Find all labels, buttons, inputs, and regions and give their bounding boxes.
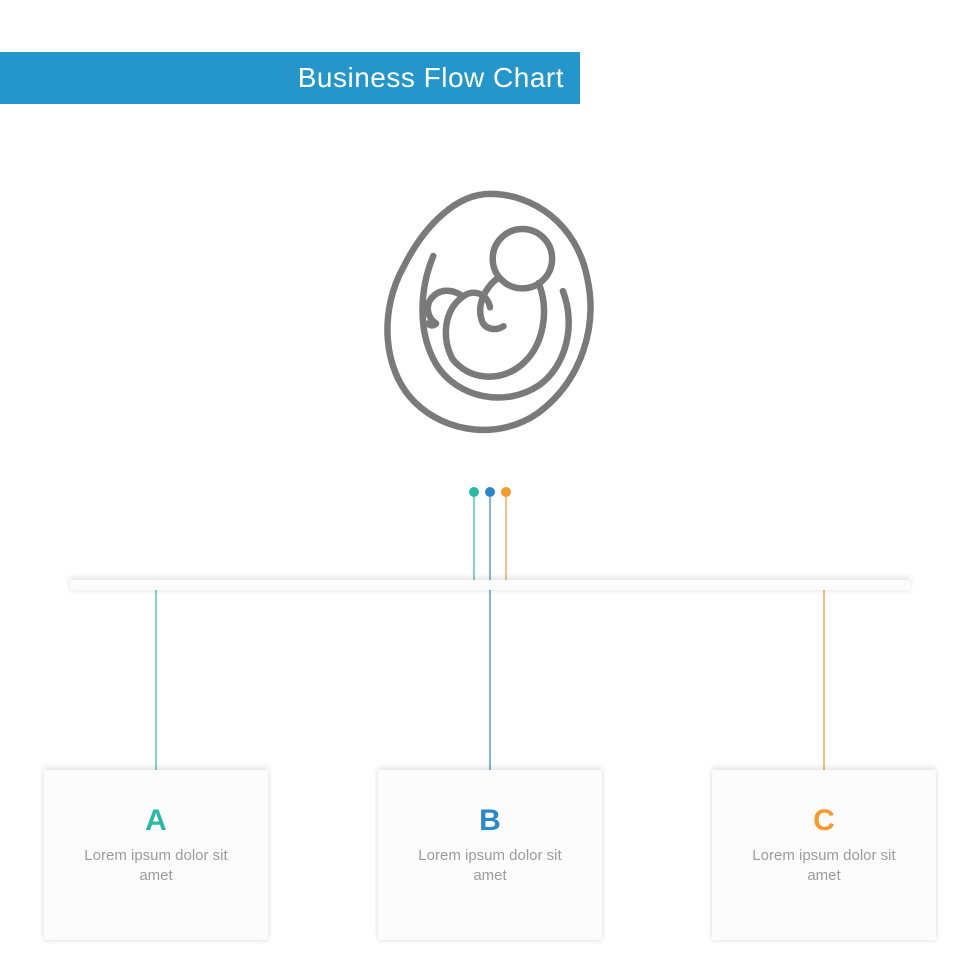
title-banner: Business Flow Chart	[0, 52, 580, 104]
center-icon-wrap	[355, 175, 625, 450]
card-text: Lorem ipsum dolor sit amet	[378, 846, 602, 887]
card-b: B Lorem ipsum dolor sit amet	[378, 770, 602, 940]
card-letter: C	[712, 804, 936, 838]
card-letter: A	[44, 804, 268, 838]
card-text: Lorem ipsum dolor sit amet	[712, 846, 936, 887]
horizontal-slab	[70, 580, 910, 590]
card-c: C Lorem ipsum dolor sit amet	[712, 770, 936, 940]
card-text: Lorem ipsum dolor sit amet	[44, 846, 268, 887]
fetus-icon	[355, 175, 625, 445]
card-letter: B	[378, 804, 602, 838]
card-a: A Lorem ipsum dolor sit amet	[44, 770, 268, 940]
